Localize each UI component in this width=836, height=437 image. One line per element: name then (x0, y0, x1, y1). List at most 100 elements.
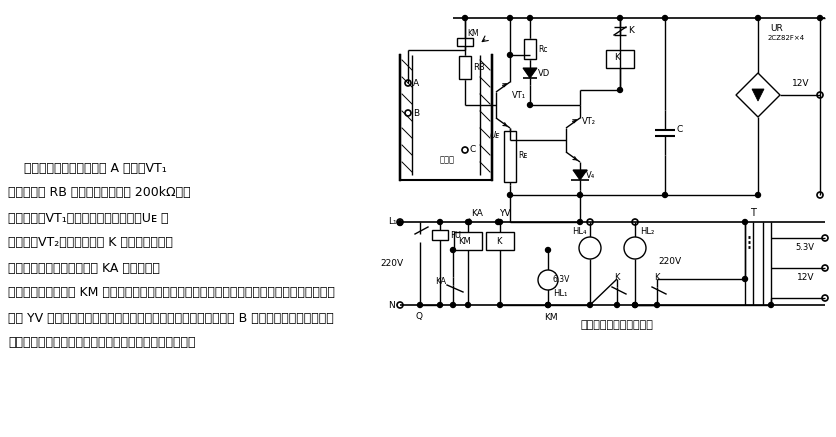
Circle shape (450, 247, 455, 253)
Circle shape (465, 219, 470, 225)
Text: HL₁: HL₁ (553, 289, 567, 298)
Text: 12V: 12V (796, 274, 813, 282)
Circle shape (817, 15, 822, 21)
Circle shape (662, 15, 666, 21)
Circle shape (579, 237, 600, 259)
Polygon shape (751, 89, 763, 101)
Circle shape (437, 219, 442, 225)
Text: 5.3V: 5.3V (794, 243, 813, 253)
Circle shape (654, 302, 659, 308)
Text: KA: KA (435, 277, 446, 285)
Text: VT₂: VT₂ (581, 118, 595, 126)
Circle shape (755, 193, 760, 198)
Text: Uᴇ: Uᴇ (489, 131, 500, 139)
Circle shape (632, 302, 637, 308)
Circle shape (662, 193, 666, 198)
Circle shape (577, 193, 582, 198)
Circle shape (495, 219, 500, 225)
Text: FU: FU (450, 230, 461, 239)
Bar (453, 232, 482, 250)
Text: Rᴇ: Rᴇ (517, 152, 527, 160)
Text: L₁: L₁ (388, 218, 396, 226)
Circle shape (527, 103, 532, 108)
Text: Rᴄ: Rᴄ (538, 45, 547, 53)
Text: VD: VD (538, 69, 549, 77)
Circle shape (397, 221, 402, 225)
Bar (523, 39, 535, 59)
Circle shape (527, 15, 532, 21)
Text: C: C (470, 146, 476, 155)
Text: 的基极电阻 RB 通过水电阻（约为 200kΩ）与: 的基极电阻 RB 通过水电阻（约为 200kΩ）与 (8, 187, 191, 200)
Text: HL₄: HL₄ (571, 226, 586, 236)
Circle shape (507, 15, 512, 21)
Text: HL₂: HL₂ (640, 226, 654, 236)
Circle shape (497, 302, 502, 308)
Text: 开触点闭合，使中间继电器 KA 得电吸合，: 开触点闭合，使中间继电器 KA 得电吸合， (8, 261, 160, 274)
Circle shape (624, 237, 645, 259)
Text: YV: YV (498, 208, 510, 218)
Circle shape (545, 302, 550, 308)
Text: 6.3V: 6.3V (553, 274, 569, 284)
Text: N: N (388, 301, 395, 309)
Circle shape (587, 302, 592, 308)
Text: K: K (614, 273, 619, 281)
Bar (458, 56, 471, 79)
Text: KM: KM (457, 236, 470, 246)
Circle shape (465, 302, 470, 308)
Circle shape (545, 302, 550, 308)
Text: 磁阀 YV 失电而关闭，软水停止流入水池。当水池水位再次下降至 B 点以下时，电磁阀又重新: 磁阀 YV 失电而关闭，软水停止流入水池。当水池水位再次下降至 B 点以下时，电… (8, 312, 334, 325)
Text: K: K (614, 53, 619, 62)
Text: VT₁: VT₁ (512, 90, 526, 100)
Circle shape (617, 87, 622, 93)
Text: 晶体管水位自动控制电路: 晶体管水位自动控制电路 (580, 320, 653, 330)
Text: KM: KM (466, 28, 478, 38)
Text: 位上升，VT₂导通，继电器 K 得电吸合，其常: 位上升，VT₂导通，继电器 K 得电吸合，其常 (8, 236, 173, 250)
Text: A: A (412, 79, 419, 87)
Bar (431, 230, 447, 240)
Circle shape (742, 277, 747, 281)
Text: K: K (653, 273, 659, 281)
Text: V₄: V₄ (585, 170, 594, 180)
Text: 其常闭触点断开，使 KM 失电释放，其主触点断开，水泵停止泵水，同时其常开触点断开，使电: 其常闭触点断开，使 KM 失电释放，其主触点断开，水泵停止泵水，同时其常开触点断… (8, 287, 334, 299)
Circle shape (437, 302, 442, 308)
Text: 220V: 220V (657, 257, 681, 267)
Bar (486, 232, 513, 250)
Text: B: B (412, 108, 419, 118)
Text: 2CZ82F×4: 2CZ82F×4 (767, 35, 804, 41)
Text: Q: Q (415, 312, 422, 322)
Text: 储水池: 储水池 (440, 156, 455, 164)
Text: 220V: 220V (380, 259, 403, 267)
Circle shape (632, 302, 637, 308)
Circle shape (767, 302, 772, 308)
Text: KM: KM (543, 312, 557, 322)
Text: KA: KA (471, 208, 482, 218)
Bar (605, 50, 633, 68)
Circle shape (755, 15, 760, 21)
Text: 12V: 12V (791, 79, 808, 87)
Circle shape (742, 219, 747, 225)
Circle shape (507, 52, 512, 58)
Text: 开通。如此周而复始的工作，从而实现水位的自动控制。: 开通。如此周而复始的工作，从而实现水位的自动控制。 (8, 336, 196, 350)
Circle shape (466, 219, 471, 225)
Polygon shape (573, 170, 586, 180)
Text: T: T (749, 208, 755, 218)
Circle shape (577, 219, 582, 225)
Text: C: C (676, 125, 682, 135)
Text: RB: RB (472, 62, 484, 72)
Circle shape (497, 219, 502, 225)
Text: 当水池水位上升到高水位 A 点时，VT₁: 当水池水位上升到高水位 A 点时，VT₁ (8, 162, 166, 174)
Circle shape (538, 270, 558, 290)
Text: UR: UR (769, 24, 782, 32)
Circle shape (545, 247, 550, 253)
Circle shape (614, 302, 619, 308)
Bar (456, 38, 472, 46)
Circle shape (450, 302, 455, 308)
Circle shape (507, 193, 512, 198)
Text: K: K (627, 25, 633, 35)
Circle shape (462, 15, 467, 21)
Text: K: K (496, 236, 501, 246)
Polygon shape (735, 73, 779, 117)
Circle shape (617, 15, 622, 21)
Polygon shape (522, 68, 537, 78)
Bar (503, 131, 515, 182)
